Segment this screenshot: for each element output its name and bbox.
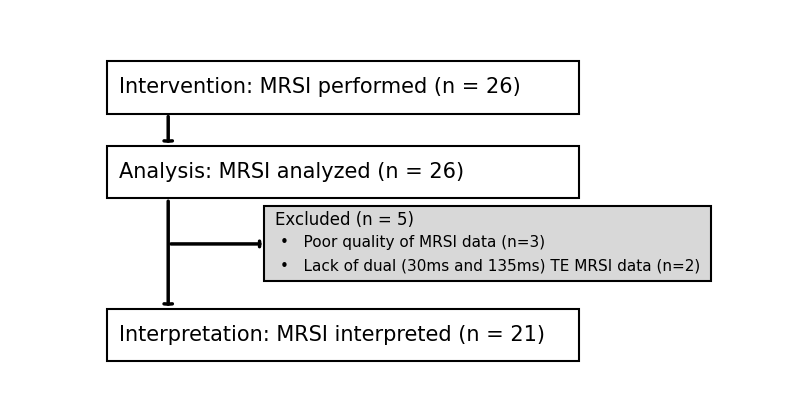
Bar: [264, 206, 710, 281]
Text: Intervention: MRSI performed (n = 26): Intervention: MRSI performed (n = 26): [118, 77, 520, 98]
Bar: [107, 146, 578, 198]
Text: Analysis: MRSI analyzed (n = 26): Analysis: MRSI analyzed (n = 26): [118, 162, 464, 182]
Text: •   Lack of dual (30ms and 135ms) TE MRSI data (n=2): • Lack of dual (30ms and 135ms) TE MRSI …: [280, 259, 700, 274]
Text: Interpretation: MRSI interpreted (n = 21): Interpretation: MRSI interpreted (n = 21…: [118, 325, 545, 345]
Bar: [107, 61, 578, 114]
Text: Excluded (n = 5): Excluded (n = 5): [275, 211, 414, 229]
Bar: [107, 309, 578, 361]
Text: •   Poor quality of MRSI data (n=3): • Poor quality of MRSI data (n=3): [280, 235, 545, 250]
